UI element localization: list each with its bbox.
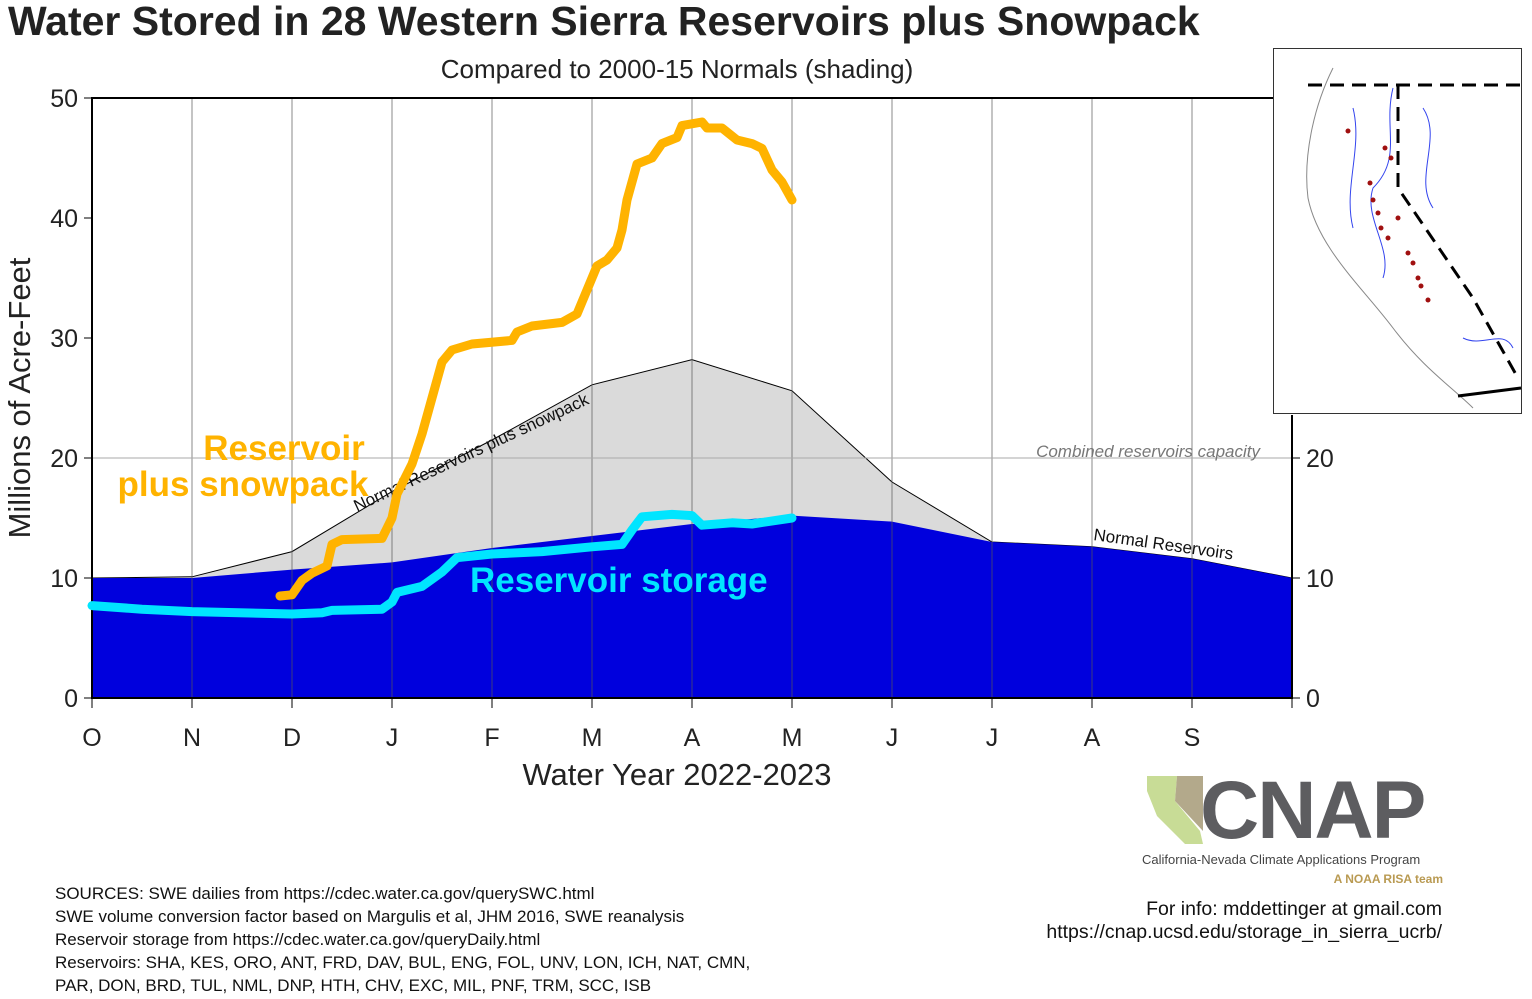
info-email: For info: mddettinger at gmail.com: [1146, 898, 1442, 920]
x-tick-label: J: [986, 724, 999, 752]
y-tick-label: 10: [50, 565, 78, 593]
right-y-tick-label: 0: [1306, 685, 1320, 713]
x-tick-label: A: [1084, 724, 1101, 752]
y-tick-label: 0: [64, 685, 78, 713]
x-tick-label: N: [183, 724, 201, 752]
logo-text: CNAP: [1200, 765, 1426, 856]
y-tick-label: 50: [50, 85, 78, 113]
logo-tagline: A NOAA RISA team: [1333, 872, 1443, 886]
sources-text: SOURCES: SWE dailies from https://cdec.w…: [55, 882, 750, 997]
series-line-reservoir-storage: [87, 509, 797, 619]
ca-nv-map-icon: [1147, 776, 1203, 844]
x-tick-label: S: [1184, 724, 1201, 752]
chart-title: Water Stored in 28 Western Sierra Reserv…: [8, 0, 1200, 44]
x-tick-label: O: [82, 724, 101, 752]
y-tick-label: 20: [50, 445, 78, 473]
x-tick-label: M: [782, 724, 803, 752]
x-tick-label: A: [684, 724, 701, 752]
y-tick-label: 40: [50, 205, 78, 233]
capacity-label: Combined reservoirs capacity: [1036, 442, 1261, 461]
right-y-tick-label: 20: [1306, 445, 1334, 473]
series-line-reservoir-plus-snowpack: [275, 117, 797, 601]
info-url[interactable]: https://cnap.ucsd.edu/storage_in_sierra_…: [1046, 921, 1442, 943]
reservoir-map-inset: [1273, 48, 1523, 415]
x-tick-label: F: [484, 724, 499, 752]
y-axis-label: Millions of Acre-Feet: [2, 257, 37, 538]
snowpack-label: plus snowpack: [118, 465, 369, 504]
chart-subtitle: Compared to 2000-15 Normals (shading): [440, 54, 914, 84]
source-line: SWE volume conversion factor based on Ma…: [55, 907, 685, 926]
cnap-logo: CNAP California-Nevada Climate Applicati…: [1140, 765, 1450, 892]
storage-label: Reservoir storage: [470, 561, 768, 600]
chart: Combined reservoirs capacity 0 10 20 30 40 50 0…: [2, 85, 1334, 792]
x-tick-label: M: [582, 724, 603, 752]
logo-fullname: California-Nevada Climate Applications P…: [1142, 852, 1421, 867]
x-tick-label: D: [283, 724, 301, 752]
source-line: Reservoir storage from https://cdec.wate…: [55, 930, 541, 949]
info-text: For info: mddettinger at gmail.com https…: [1046, 898, 1442, 944]
x-tick-label: J: [386, 724, 399, 752]
x-tick-label: J: [886, 724, 899, 752]
x-axis-label: Water Year 2022-2023: [522, 757, 831, 792]
snowpack-label: Reservoir: [203, 429, 365, 468]
y-tick-label: 30: [50, 325, 78, 353]
source-line: PAR, DON, BRD, TUL, NML, DNP, HTH, CHV, …: [55, 976, 652, 995]
source-line: Reservoirs: SHA, KES, ORO, ANT, FRD, DAV…: [55, 953, 751, 972]
source-line: SOURCES: SWE dailies from https://cdec.w…: [55, 884, 595, 903]
right-y-tick-label: 10: [1306, 565, 1334, 593]
